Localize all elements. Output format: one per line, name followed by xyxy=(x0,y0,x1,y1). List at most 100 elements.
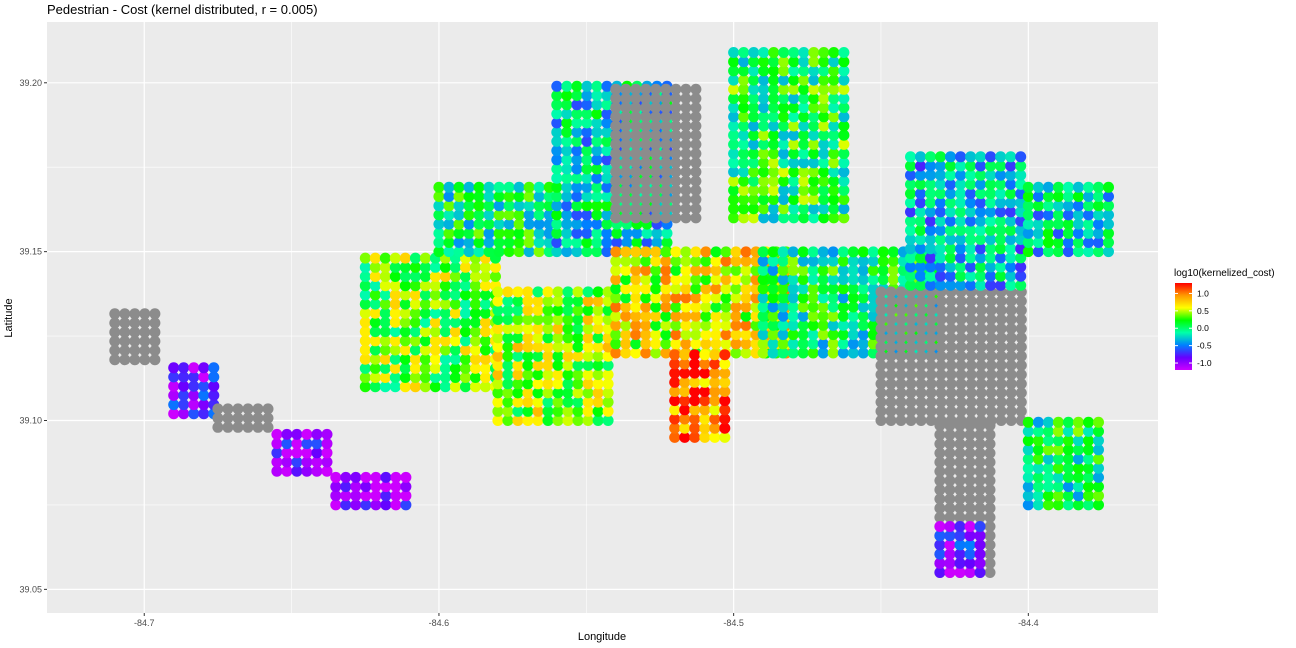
point xyxy=(788,175,800,187)
point xyxy=(1005,341,1017,353)
point xyxy=(995,261,1007,273)
point xyxy=(439,289,451,301)
point xyxy=(944,429,956,441)
point xyxy=(857,255,869,267)
point xyxy=(198,371,210,383)
point xyxy=(787,310,799,322)
point xyxy=(188,371,200,383)
point xyxy=(720,329,732,341)
point xyxy=(492,378,504,390)
point xyxy=(905,415,917,426)
point xyxy=(1015,270,1027,282)
point xyxy=(777,264,789,276)
point xyxy=(399,344,411,356)
point xyxy=(610,255,622,267)
point xyxy=(640,347,652,359)
point xyxy=(975,270,987,282)
point xyxy=(857,301,869,313)
point xyxy=(1015,359,1027,371)
point xyxy=(984,530,996,542)
point xyxy=(975,261,987,273)
point xyxy=(925,261,936,273)
point xyxy=(532,314,544,325)
point xyxy=(915,197,926,209)
point xyxy=(651,227,663,239)
point xyxy=(758,120,770,132)
point xyxy=(955,215,967,227)
point xyxy=(709,358,721,370)
point xyxy=(551,191,563,202)
point xyxy=(502,396,514,408)
point xyxy=(1093,227,1104,239)
point xyxy=(1005,314,1017,325)
point xyxy=(767,274,779,285)
point xyxy=(875,304,887,316)
point xyxy=(389,353,401,365)
point xyxy=(975,243,987,255)
point xyxy=(974,548,986,560)
point xyxy=(955,160,967,172)
point xyxy=(1022,499,1034,511)
point xyxy=(119,317,131,329)
point xyxy=(650,166,662,178)
point xyxy=(985,252,997,264)
point xyxy=(453,227,465,239)
point xyxy=(808,184,820,196)
point xyxy=(582,405,594,417)
point xyxy=(379,372,391,383)
point xyxy=(502,387,514,399)
y-tick-label: 39.20 xyxy=(19,78,42,88)
point xyxy=(460,353,471,365)
point xyxy=(503,200,515,212)
point xyxy=(818,83,830,95)
point xyxy=(409,289,421,301)
point xyxy=(1103,191,1114,202)
point xyxy=(252,403,264,415)
point xyxy=(777,292,789,304)
point xyxy=(669,422,681,434)
point xyxy=(551,117,563,129)
point xyxy=(945,270,956,282)
point xyxy=(610,246,622,258)
point xyxy=(532,341,544,353)
point xyxy=(670,310,682,322)
point xyxy=(984,539,996,551)
point xyxy=(460,335,471,347)
point xyxy=(460,381,471,393)
point xyxy=(620,338,632,350)
point xyxy=(473,181,485,193)
point xyxy=(463,209,475,221)
point xyxy=(582,286,594,298)
point xyxy=(552,314,564,325)
point xyxy=(778,93,790,104)
point xyxy=(400,499,412,511)
point xyxy=(640,157,652,169)
point xyxy=(463,218,475,230)
point xyxy=(380,481,392,493)
point xyxy=(679,422,691,434)
point xyxy=(572,314,584,325)
point xyxy=(925,295,937,307)
point xyxy=(935,295,947,307)
point xyxy=(581,200,593,212)
point xyxy=(690,203,702,215)
point xyxy=(995,206,1007,218)
point xyxy=(955,359,967,371)
point xyxy=(630,246,642,258)
point xyxy=(503,181,515,193)
point xyxy=(847,338,859,350)
point xyxy=(738,120,750,132)
point xyxy=(1032,237,1044,248)
point xyxy=(602,396,614,408)
point xyxy=(571,181,583,193)
point xyxy=(808,157,820,169)
point xyxy=(875,359,887,371)
point xyxy=(837,283,849,295)
point xyxy=(730,264,742,276)
point xyxy=(542,314,554,325)
point xyxy=(757,274,769,285)
point xyxy=(650,310,662,322)
point xyxy=(523,209,535,221)
point xyxy=(984,502,996,514)
point xyxy=(1032,471,1044,483)
